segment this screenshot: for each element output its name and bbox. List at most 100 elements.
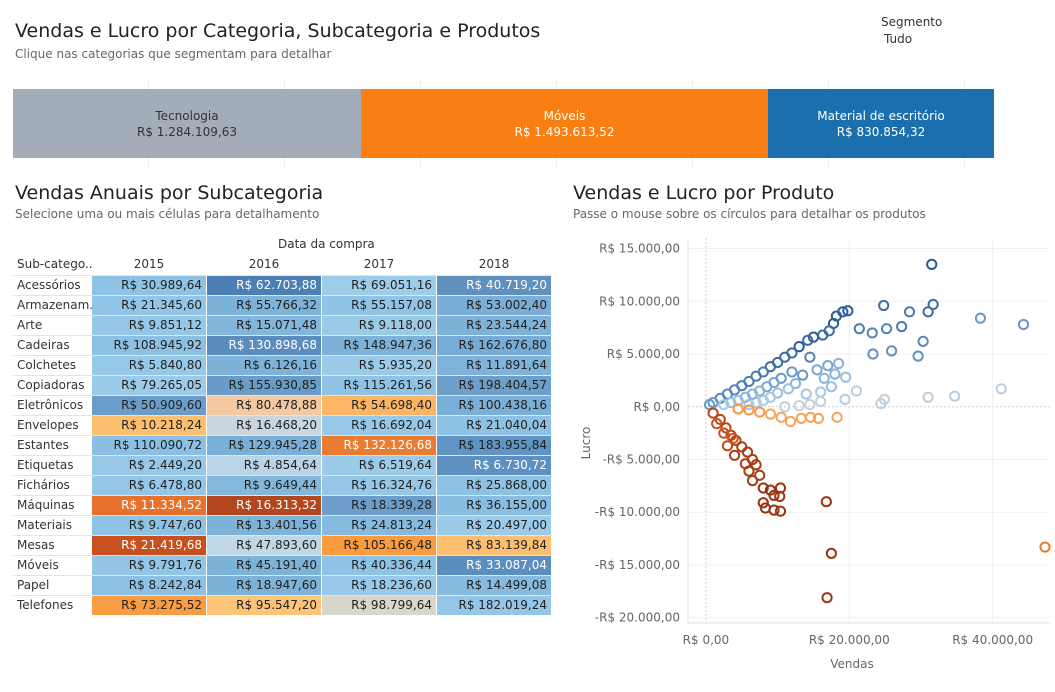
heatmap-cell[interactable]: R$ 79.265,05	[92, 375, 206, 395]
heatmap-cell[interactable]: R$ 11.334,52	[92, 495, 206, 515]
product-point[interactable]	[779, 401, 791, 413]
heatmap-cell[interactable]: R$ 105.166,48	[322, 535, 436, 555]
heatmap-cell[interactable]: R$ 53.002,40	[437, 295, 551, 315]
heatmap-cell[interactable]: R$ 130.898,68	[207, 335, 321, 355]
product-point[interactable]	[812, 412, 825, 424]
heatmap-cell[interactable]: R$ 50.909,60	[92, 395, 206, 415]
heatmap-cell[interactable]: R$ 33.087,04	[437, 555, 551, 575]
heatmap-cell[interactable]: R$ 40.719,20	[437, 275, 551, 295]
heatmap-cell[interactable]: R$ 110.090,72	[92, 435, 206, 455]
product-point[interactable]	[757, 497, 769, 509]
heatmap-cell[interactable]: R$ 95.547,20	[207, 595, 321, 615]
heatmap-cell[interactable]: R$ 73.275,52	[92, 595, 206, 615]
heatmap-cell[interactable]: R$ 10.218,24	[92, 415, 206, 435]
product-point[interactable]	[750, 370, 762, 382]
product-point[interactable]	[754, 469, 766, 481]
heatmap-cell[interactable]: R$ 11.891,64	[437, 355, 551, 375]
category-segment-tecnologia[interactable]: Tecnologia R$ 1.284.109,63	[13, 89, 361, 158]
product-point[interactable]	[880, 323, 893, 335]
heatmap-cell[interactable]: R$ 16.324,76	[322, 475, 436, 495]
heatmap-cell[interactable]: R$ 6.126,16	[207, 355, 321, 375]
product-point[interactable]	[821, 592, 833, 604]
product-point[interactable]	[721, 440, 734, 452]
heatmap-cell[interactable]: R$ 20.497,00	[437, 515, 551, 535]
product-point[interactable]	[912, 350, 924, 362]
product-point[interactable]	[757, 394, 769, 407]
product-point[interactable]	[867, 348, 879, 360]
product-point[interactable]	[764, 408, 777, 420]
product-point[interactable]	[720, 422, 732, 434]
product-point[interactable]	[779, 351, 791, 363]
product-point[interactable]	[718, 399, 730, 411]
product-point[interactable]	[736, 441, 748, 453]
product-point[interactable]	[850, 385, 863, 397]
product-point[interactable]	[784, 415, 797, 428]
product-point[interactable]	[711, 418, 723, 430]
heatmap-cell[interactable]: R$ 23.544,24	[437, 315, 551, 335]
product-point[interactable]	[832, 357, 845, 370]
heatmap-cell[interactable]: R$ 25.868,00	[437, 475, 551, 495]
heatmap-cell[interactable]: R$ 18.339,28	[322, 495, 436, 515]
heatmap-cell[interactable]: R$ 182.019,24	[437, 595, 551, 615]
product-point[interactable]	[839, 393, 851, 405]
product-point[interactable]	[725, 396, 737, 409]
product-point[interactable]	[949, 390, 961, 402]
heatmap-cell[interactable]: R$ 198.404,57	[437, 375, 551, 395]
product-point[interactable]	[811, 364, 823, 376]
heatmap-cell[interactable]: R$ 108.945,92	[92, 335, 206, 355]
product-point[interactable]	[795, 412, 807, 424]
product-point[interactable]	[927, 298, 939, 311]
product-point[interactable]	[793, 400, 805, 412]
product-point[interactable]	[903, 306, 916, 318]
heatmap-cell[interactable]: R$ 16.692,04	[322, 415, 436, 435]
heatmap-cell[interactable]: R$ 4.854,64	[207, 455, 321, 475]
heatmap-cell[interactable]: R$ 55.157,08	[322, 295, 436, 315]
product-point[interactable]	[842, 305, 854, 317]
product-point[interactable]	[743, 465, 755, 477]
heatmap-cell[interactable]: R$ 162.676,80	[437, 335, 551, 355]
product-point[interactable]	[818, 372, 830, 384]
heatmap-cell[interactable]: R$ 9.747,60	[92, 515, 206, 535]
product-point[interactable]	[774, 505, 787, 517]
heatmap-cell[interactable]: R$ 83.139,84	[437, 535, 551, 555]
product-point[interactable]	[995, 383, 1007, 395]
heatmap-cell[interactable]: R$ 132.126,68	[322, 435, 436, 455]
product-point[interactable]	[822, 360, 834, 372]
product-point[interactable]	[829, 368, 841, 380]
product-point[interactable]	[800, 388, 812, 400]
heatmap-cell[interactable]: R$ 40.336,44	[322, 555, 436, 575]
heatmap-cell[interactable]: R$ 6.478,80	[92, 475, 206, 495]
heatmap-cell[interactable]: R$ 54.698,40	[322, 395, 436, 415]
product-point[interactable]	[820, 496, 832, 508]
product-point[interactable]	[730, 434, 742, 447]
product-point[interactable]	[718, 427, 730, 439]
heatmap-cell[interactable]: R$ 69.051,16	[322, 275, 436, 295]
heatmap-cell[interactable]: R$ 148.947,36	[322, 335, 436, 355]
category-segment-moveis[interactable]: Móveis R$ 1.493.613,52	[361, 89, 768, 158]
product-point[interactable]	[727, 432, 739, 445]
heatmap-cell[interactable]: R$ 16.313,32	[207, 495, 321, 515]
product-point[interactable]	[802, 334, 814, 346]
product-point[interactable]	[840, 371, 852, 383]
product-point[interactable]	[804, 351, 816, 363]
product-point[interactable]	[786, 366, 798, 378]
heatmap-cell[interactable]: R$ 5.840,80	[92, 355, 206, 375]
heatmap-cell[interactable]: R$ 55.766,32	[207, 295, 321, 315]
heatmap-cell[interactable]: R$ 9.791,76	[92, 555, 206, 575]
category-segment-material-de-escritorio[interactable]: Material de escritório R$ 830.854,32	[768, 89, 994, 158]
product-point[interactable]	[853, 323, 865, 335]
product-point[interactable]	[922, 391, 934, 403]
heatmap-cell[interactable]: R$ 80.478,88	[207, 395, 321, 415]
heatmap-cell[interactable]: R$ 9.118,00	[322, 315, 436, 335]
heatmap-cell[interactable]: R$ 6.519,64	[322, 455, 436, 475]
product-point[interactable]	[804, 399, 816, 411]
heatmap-cell[interactable]: R$ 21.040,04	[437, 415, 551, 435]
product-point[interactable]	[815, 395, 827, 408]
product-point[interactable]	[1039, 541, 1051, 553]
product-point[interactable]	[750, 459, 762, 471]
heatmap-cell[interactable]: R$ 18.236,60	[322, 575, 436, 595]
heatmap-cell[interactable]: R$ 30.989,64	[92, 275, 206, 295]
heatmap-cell[interactable]: R$ 62.703,88	[207, 275, 321, 295]
product-point[interactable]	[775, 411, 787, 423]
product-point[interactable]	[917, 335, 929, 347]
